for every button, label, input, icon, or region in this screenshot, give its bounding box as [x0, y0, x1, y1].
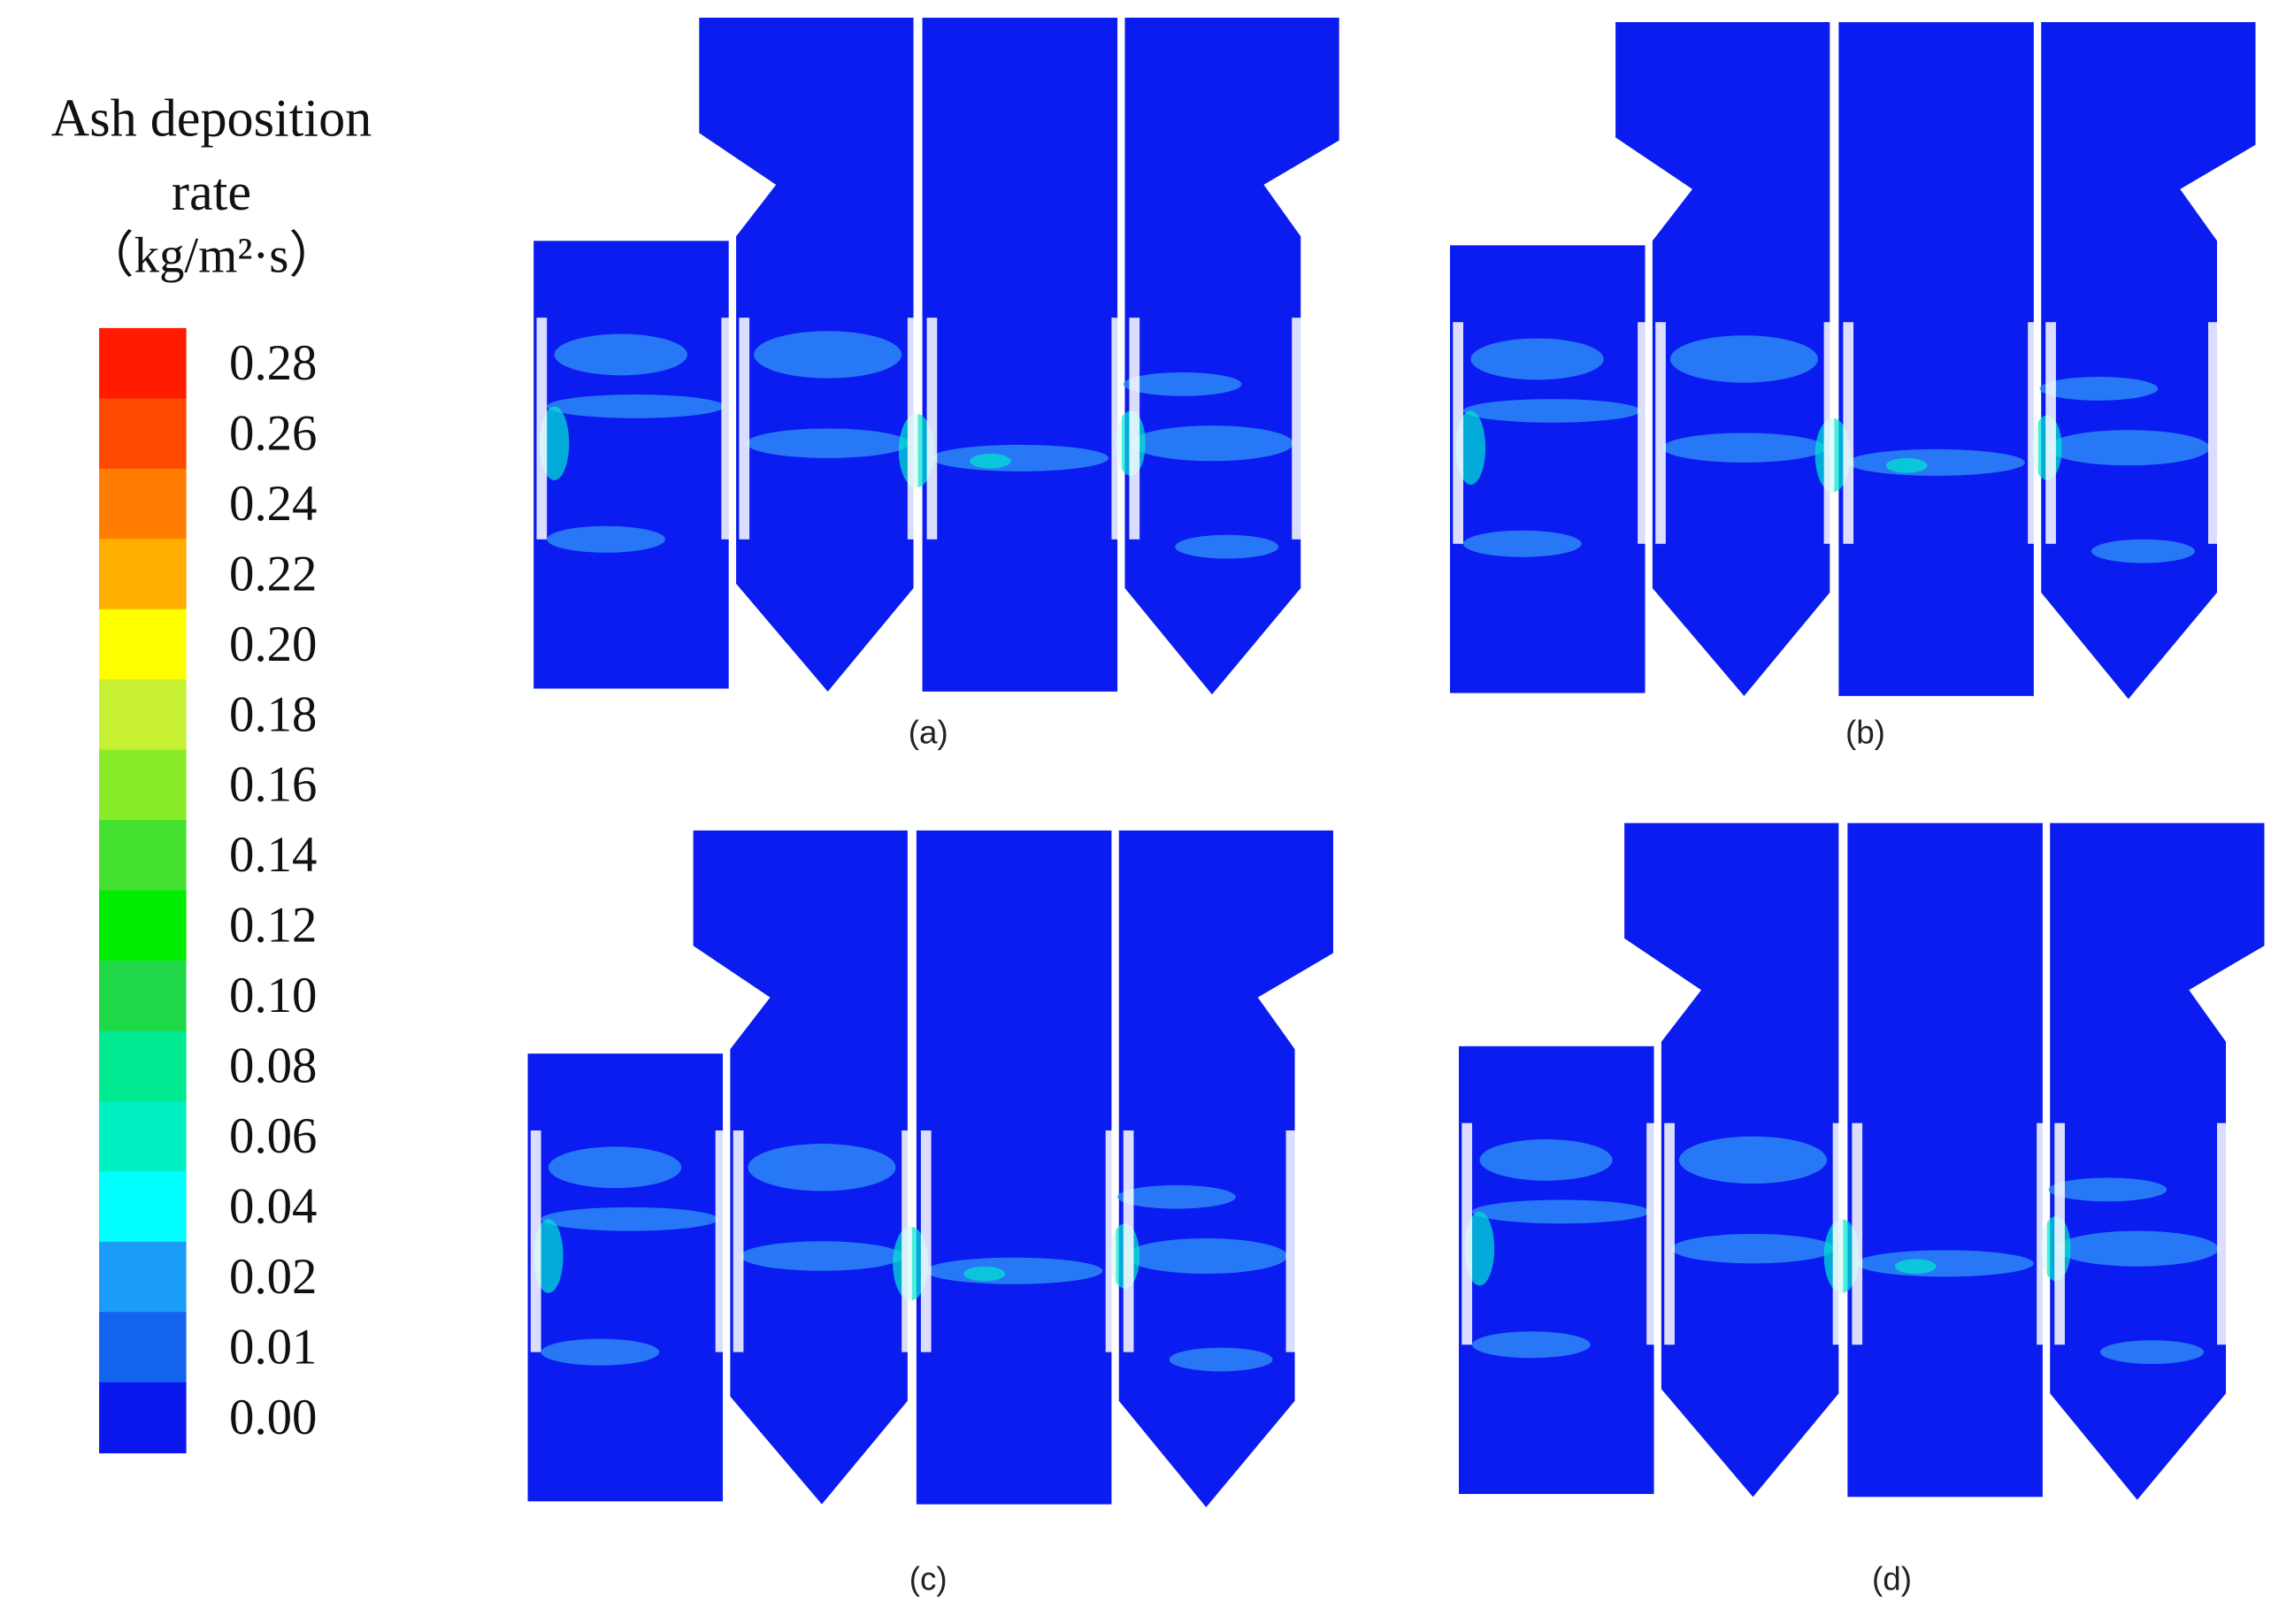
colorbar-band: [99, 1100, 187, 1173]
colorbar-band: [99, 1241, 187, 1314]
colorbar-label: 0.16: [229, 757, 317, 813]
colorbar-label: 0.01: [229, 1319, 317, 1375]
contour-panel: [533, 18, 1339, 695]
colorbar-band: [99, 890, 187, 961]
colorbar-band: [99, 468, 187, 540]
contour-panel: [527, 830, 1333, 1508]
panel-label: (a): [909, 714, 948, 750]
colorbar-label: 0.18: [229, 686, 317, 742]
panel-label: (b): [1845, 714, 1885, 750]
contour-panel: [1458, 823, 2265, 1500]
panel-label: (d): [1872, 1561, 1912, 1597]
colorbar-label: 0.22: [229, 546, 317, 601]
colorbar-label: 0.10: [229, 968, 317, 1023]
colorbar-band: [99, 539, 187, 610]
colorbar-band: [99, 398, 187, 470]
panel-label: (c): [909, 1561, 948, 1597]
colorbar-label: 0.24: [229, 476, 317, 532]
colorbar-unit: （kg/m²·s）: [84, 227, 339, 283]
colorbar-label: 0.14: [229, 827, 317, 883]
colorbar-label: 0.20: [229, 617, 317, 672]
colorbar-band: [99, 1312, 187, 1383]
colorbar-label: 0.12: [229, 898, 317, 954]
colorbar-band: [99, 679, 187, 751]
colorbar-label: 0.26: [229, 405, 317, 461]
colorbar-band: [99, 1382, 187, 1454]
colorbar: 0.28 0.26 0.24 0.22 0.20 0.18 0.16 0.14 0.12 0.10…: [99, 327, 317, 1454]
colorbar-label: 0.08: [229, 1038, 317, 1094]
colorbar-label: 0.28: [229, 335, 317, 391]
colorbar-band: [99, 1171, 187, 1243]
colorbar-label: 0.06: [229, 1108, 317, 1164]
colorbar-band: [99, 1030, 187, 1102]
colorbar-title: rate: [172, 163, 251, 222]
colorbar-label: 0.02: [229, 1249, 317, 1305]
contour-panel: [1449, 22, 2256, 700]
colorbar-band: [99, 961, 187, 1032]
colorbar-band: [99, 749, 187, 821]
colorbar-band: [99, 327, 187, 400]
colorbar-label: 0.00: [229, 1390, 317, 1445]
colorbar-title: Ash deposition: [51, 89, 372, 149]
colorbar-band: [99, 820, 187, 892]
colorbar-label: 0.04: [229, 1178, 317, 1234]
colorbar-band: [99, 609, 187, 681]
